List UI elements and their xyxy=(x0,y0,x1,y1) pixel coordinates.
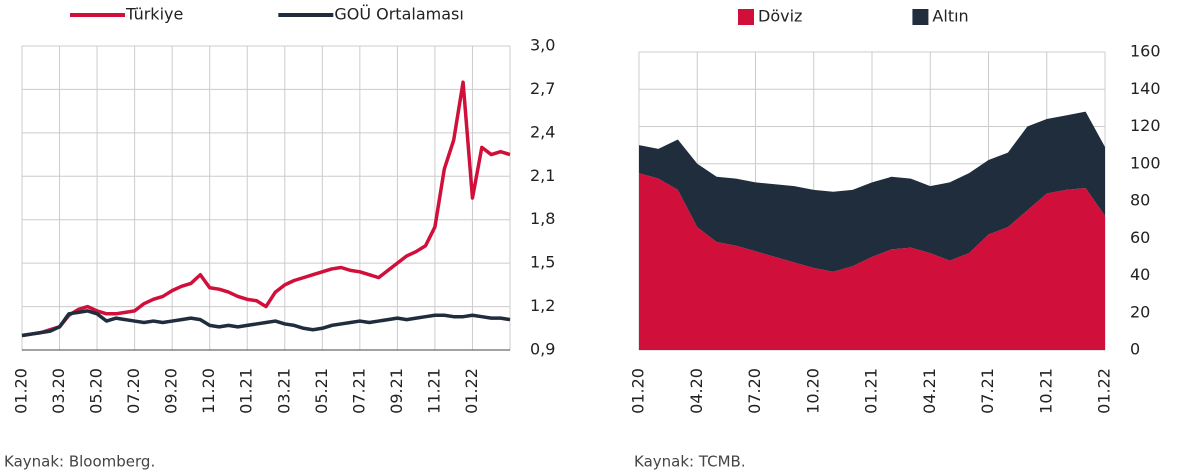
y-tick-label: 2,7 xyxy=(530,79,555,98)
y-tick-label: 0,9 xyxy=(530,340,555,359)
y-tick-label: 120 xyxy=(1130,116,1161,135)
x-tick-label: 01.22 xyxy=(1095,368,1114,414)
source-note: Kaynak: Bloomberg. xyxy=(4,453,155,471)
y-tick-label: 140 xyxy=(1130,79,1161,98)
line xyxy=(21,80,511,338)
x-tick-label: 10.20 xyxy=(803,368,822,414)
x-tick-label: 10.21 xyxy=(1036,368,1055,414)
x-tick-label: 05.20 xyxy=(87,368,106,414)
y-tick-label: 2,4 xyxy=(530,122,555,141)
x-tick-label: 07.21 xyxy=(349,368,368,414)
y-tick-label: 1,8 xyxy=(530,209,555,228)
x-tick-label: 05.21 xyxy=(312,368,331,414)
legend-label: Döviz xyxy=(758,7,802,26)
x-tick-label: 11.20 xyxy=(199,368,218,414)
x-tick-label: 07.20 xyxy=(124,368,143,414)
y-tick-label: 2,1 xyxy=(530,166,555,185)
area xyxy=(639,111,1105,272)
y-tick-label: 40 xyxy=(1130,265,1150,284)
legend-swatch xyxy=(912,9,929,25)
y-tick-label: 60 xyxy=(1130,228,1150,247)
y-tick-label: 1,5 xyxy=(530,253,555,272)
y-tick-label: 100 xyxy=(1130,153,1161,172)
x-tick-label: 01.20 xyxy=(12,368,31,414)
x-tick-label: 04.21 xyxy=(920,368,939,414)
y-tick-label: 160 xyxy=(1130,42,1161,61)
legend-label: Altın xyxy=(932,7,968,26)
y-tick-label: 3,0 xyxy=(530,36,555,55)
x-tick-label: 01.20 xyxy=(629,368,648,414)
x-tick-label: 03.20 xyxy=(49,368,68,414)
x-tick-label: 07.20 xyxy=(745,368,764,414)
x-tick-label: 04.20 xyxy=(687,368,706,414)
y-tick-label: 1,2 xyxy=(530,296,555,315)
line xyxy=(21,309,511,338)
x-tick-label: 03.21 xyxy=(274,368,293,414)
x-tick-label: 01.21 xyxy=(862,368,881,414)
y-tick-label: 20 xyxy=(1130,302,1150,321)
legend-swatch xyxy=(738,9,754,25)
source-note: Kaynak: TCMB. xyxy=(634,453,746,471)
x-tick-label: 01.22 xyxy=(462,368,481,414)
x-tick-label: 09.20 xyxy=(162,368,181,414)
y-tick-label: 80 xyxy=(1130,191,1150,210)
x-tick-label: 07.21 xyxy=(978,368,997,414)
y-tick-label: 0 xyxy=(1130,340,1140,359)
area xyxy=(639,173,1105,350)
legend-label: GOÜ Ortalaması xyxy=(334,5,463,24)
x-tick-label: 01.21 xyxy=(237,368,256,414)
x-tick-label: 11.21 xyxy=(424,368,443,414)
legend-label: Türkiye xyxy=(125,5,183,24)
x-tick-label: 09.21 xyxy=(387,368,406,414)
